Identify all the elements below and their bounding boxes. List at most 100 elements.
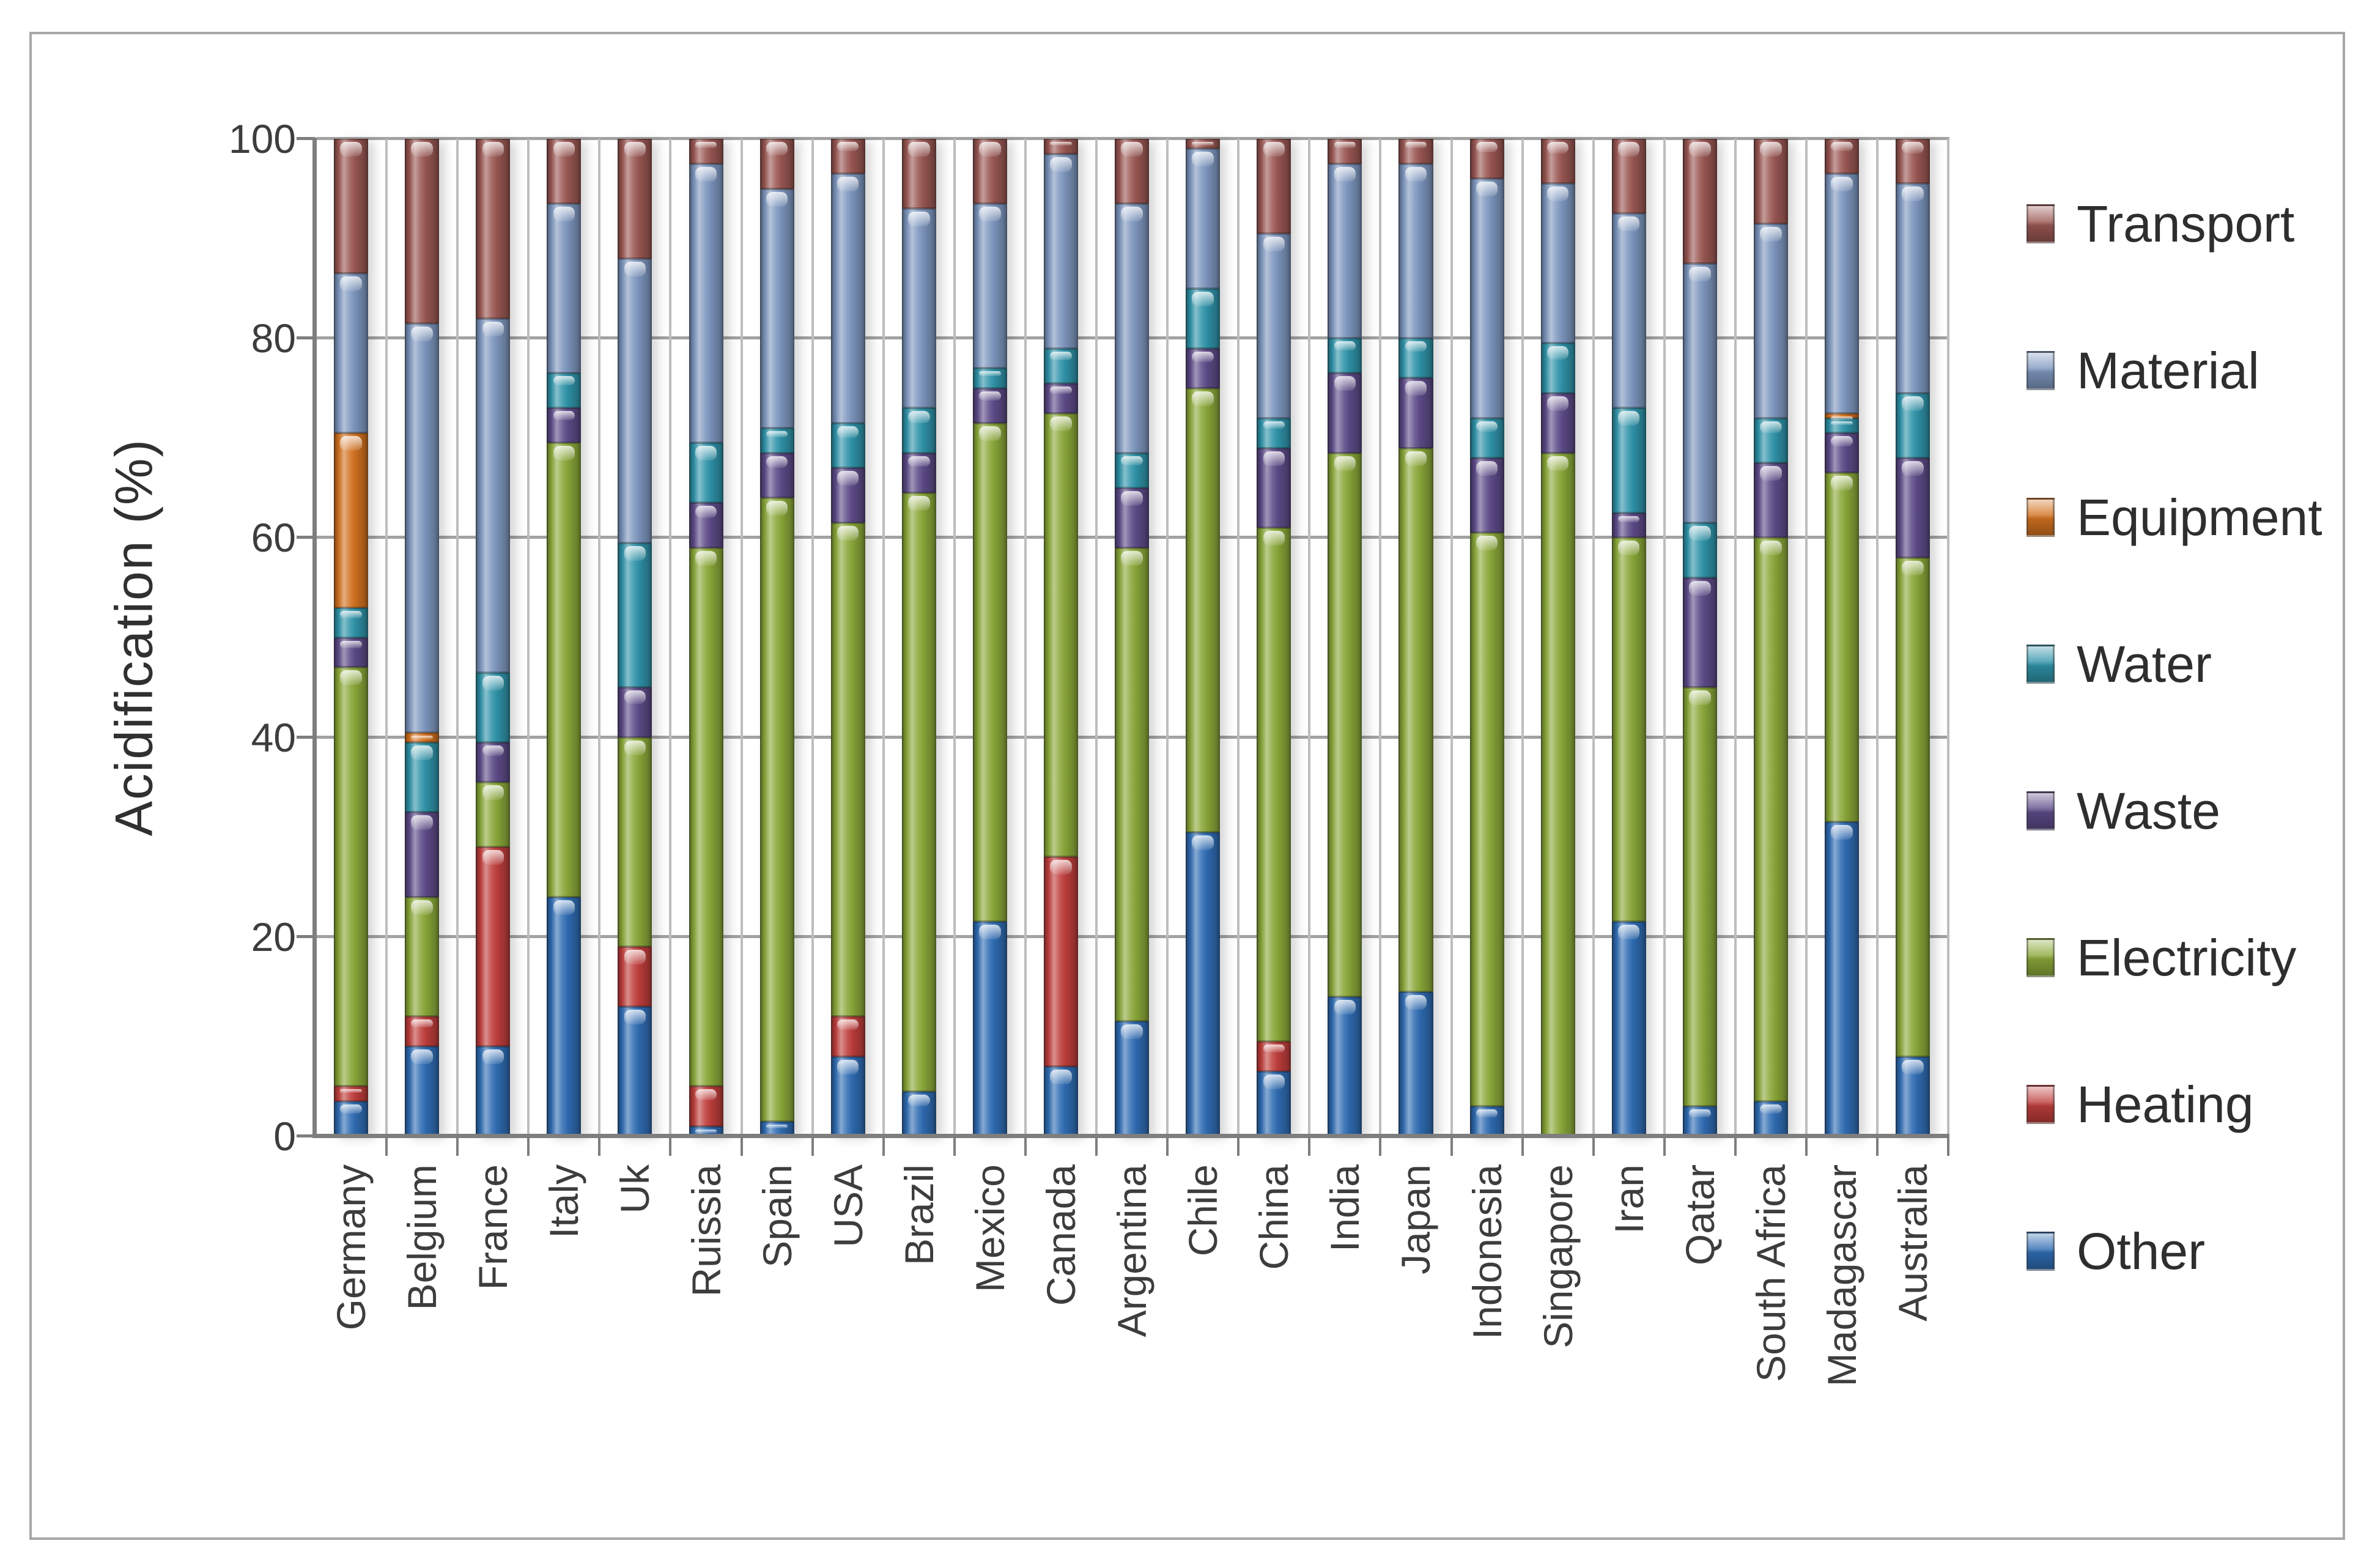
x-axis-label-text: South Africa bbox=[1748, 1164, 1794, 1382]
stacked-bar-india bbox=[1328, 139, 1362, 1136]
bar-segment-electricity-japan bbox=[1398, 448, 1433, 992]
bar-segment-water-mexico bbox=[972, 368, 1007, 388]
legend-label-heating: Heating bbox=[2077, 1076, 2254, 1133]
bar-segment-equipment-belgium bbox=[405, 732, 440, 742]
y-tick-label-100: 100 bbox=[228, 116, 296, 161]
stacked-bar-france bbox=[476, 139, 511, 1136]
stacked-bar-germany bbox=[334, 139, 369, 1136]
bar-segment-transport-iran bbox=[1611, 139, 1646, 214]
stacked-bar-indonesia bbox=[1469, 139, 1504, 1136]
y-tick-mark-100 bbox=[297, 137, 315, 140]
bar-segment-electricity-singapore bbox=[1540, 453, 1575, 1136]
legend-swatch-other bbox=[2027, 1232, 2055, 1271]
x-axis-label-text: Brazil bbox=[896, 1164, 942, 1266]
x-axis-label-text: Germany bbox=[328, 1164, 374, 1331]
bar-segment-material-madagascar bbox=[1824, 174, 1860, 413]
bar-segment-waste-uk bbox=[618, 687, 652, 738]
bar-segment-other-australia bbox=[1896, 1056, 1930, 1136]
category-slot-germany: Germany bbox=[317, 139, 388, 1330]
category-slot-singapore: Singapore bbox=[1524, 139, 1595, 1348]
bar-segment-heating-china bbox=[1257, 1041, 1291, 1071]
bar-segment-waste-italy bbox=[547, 408, 582, 443]
x-axis-label-text: Indonesia bbox=[1464, 1164, 1510, 1340]
bar-segment-other-argentina bbox=[1115, 1021, 1150, 1136]
stacked-bar-chile bbox=[1186, 139, 1221, 1136]
y-axis-title: Acidification (%) bbox=[105, 438, 164, 837]
bar-segment-material-mexico bbox=[972, 204, 1007, 369]
category-slot-australia: Australia bbox=[1879, 139, 1950, 1322]
bar-segment-material-india bbox=[1328, 163, 1362, 339]
bar-segment-other-china bbox=[1257, 1071, 1291, 1136]
bar-segment-transport-indonesia bbox=[1469, 139, 1504, 179]
x-axis-label-text: Italy bbox=[541, 1164, 587, 1239]
bar-segment-other-usa bbox=[830, 1056, 865, 1136]
x-axis-label-text: France bbox=[470, 1164, 516, 1290]
bar-segment-other-chile bbox=[1186, 832, 1221, 1136]
legend-swatch-water bbox=[2027, 645, 2055, 684]
bar-segment-material-france bbox=[476, 318, 511, 673]
category-slot-france: France bbox=[459, 139, 530, 1290]
x-axis-label-text: Ruissia bbox=[683, 1164, 729, 1297]
x-axis-label-south-africa: South Africa bbox=[1737, 1164, 1805, 1382]
x-axis-label-china: China bbox=[1240, 1164, 1308, 1270]
legend-label-electricity: Electricity bbox=[2077, 929, 2297, 986]
bar-segment-waste-china bbox=[1257, 448, 1291, 528]
bar-segment-waste-usa bbox=[830, 468, 865, 523]
bar-segment-water-iran bbox=[1611, 408, 1646, 513]
stacked-bar-madagascar bbox=[1824, 139, 1860, 1136]
x-axis-label-text: Qatar bbox=[1677, 1164, 1723, 1266]
bar-segment-other-canada bbox=[1043, 1066, 1079, 1136]
bar-segment-water-china bbox=[1257, 418, 1291, 448]
stacked-bar-argentina bbox=[1115, 139, 1150, 1136]
category-slot-belgium: Belgium bbox=[388, 139, 459, 1310]
legend-label-water: Water bbox=[2077, 635, 2212, 693]
category-slot-south-africa: South Africa bbox=[1737, 139, 1808, 1382]
bar-segment-material-germany bbox=[334, 273, 369, 434]
bar-segment-water-madagascar bbox=[1824, 418, 1860, 434]
gridline-y-100 bbox=[317, 137, 1949, 140]
category-slot-indonesia: Indonesia bbox=[1453, 139, 1524, 1339]
bar-segment-electricity-germany bbox=[334, 667, 369, 1087]
stacked-bar-china bbox=[1257, 139, 1291, 1136]
bar-segment-material-china bbox=[1257, 234, 1291, 418]
bar-segment-transport-germany bbox=[334, 139, 369, 274]
x-axis-label-text: Uk bbox=[612, 1164, 658, 1214]
bar-segment-waste-spain bbox=[759, 453, 794, 498]
x-axis-label-text: Spain bbox=[754, 1164, 800, 1268]
bar-segment-transport-usa bbox=[830, 139, 865, 174]
bar-segment-other-ruissia bbox=[689, 1126, 723, 1136]
bar-segment-other-italy bbox=[547, 897, 582, 1136]
x-axis-label-text: Mexico bbox=[967, 1164, 1013, 1293]
x-axis-label-canada: Canada bbox=[1027, 1164, 1095, 1306]
x-axis-label-text: China bbox=[1251, 1164, 1297, 1270]
y-tick-label-20: 20 bbox=[251, 914, 296, 960]
bar-segment-water-belgium bbox=[405, 742, 440, 812]
category-slot-brazil: Brazil bbox=[885, 139, 956, 1265]
y-tick-mark-60 bbox=[297, 536, 315, 539]
bar-segment-water-singapore bbox=[1540, 343, 1575, 393]
bar-segment-water-ruissia bbox=[689, 443, 723, 503]
bar-segment-electricity-spain bbox=[759, 498, 794, 1122]
bar-segment-water-south-africa bbox=[1753, 418, 1788, 464]
y-tick-label-60: 60 bbox=[251, 515, 296, 561]
category-slot-uk: Uk bbox=[600, 139, 672, 1214]
bar-segment-material-singapore bbox=[1540, 183, 1575, 344]
bar-segment-transport-australia bbox=[1896, 139, 1930, 184]
legend-item-other: Other bbox=[2027, 1226, 2322, 1277]
x-axis-label-japan: Japan bbox=[1381, 1164, 1450, 1274]
x-axis-line bbox=[312, 1134, 1949, 1138]
category-slots: Germany Belgium France Italy Uk Ruissia Spain U… bbox=[317, 139, 1950, 1386]
plot-area: Germany Belgium France Italy Uk Ruissia Spain U… bbox=[229, 119, 1950, 1386]
legend-label-transport: Transport bbox=[2077, 195, 2295, 253]
x-axis-label-italy: Italy bbox=[530, 1164, 598, 1238]
x-axis-label-text: Iran bbox=[1606, 1164, 1652, 1234]
x-axis-label-australia: Australia bbox=[1879, 1164, 1947, 1322]
bar-segment-material-qatar bbox=[1682, 263, 1717, 523]
legend: Transport Material Equipment Water Waste Elec… bbox=[2027, 198, 2322, 1277]
bar-segment-material-spain bbox=[759, 188, 794, 429]
bar-segment-other-mexico bbox=[972, 922, 1007, 1136]
stacked-bar-uk bbox=[618, 139, 652, 1136]
x-axis-label-uk: Uk bbox=[600, 1164, 669, 1214]
y-tick-mark-40 bbox=[297, 735, 315, 739]
stacked-bar-japan bbox=[1398, 139, 1433, 1136]
